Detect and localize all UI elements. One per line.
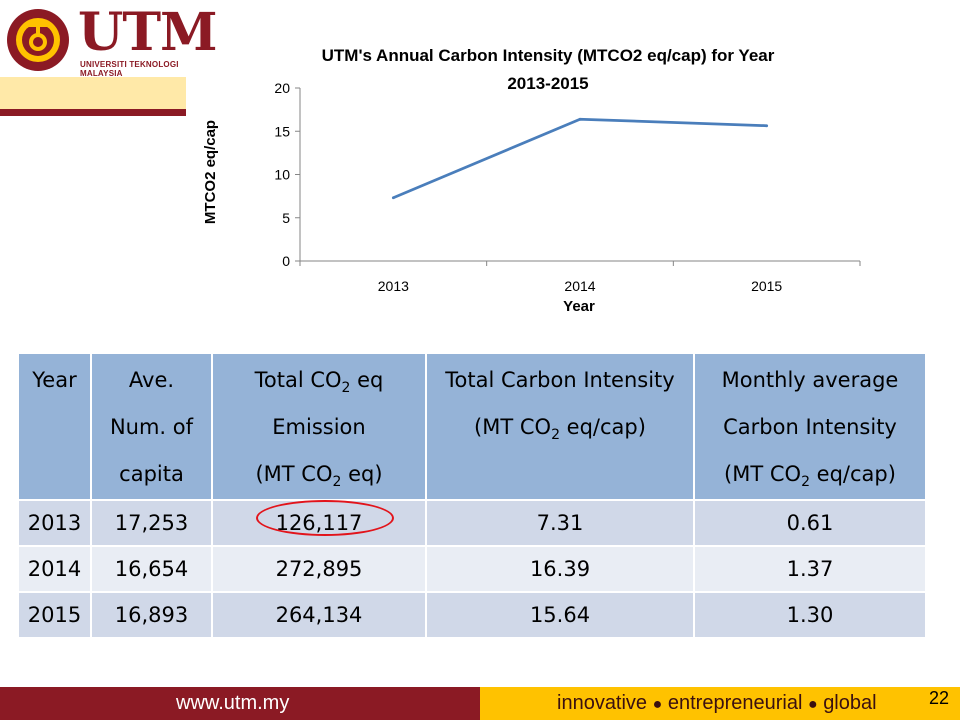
header-band-yellow [0, 77, 186, 109]
y-tick-label: 20 [274, 80, 290, 96]
series-line [392, 117, 767, 200]
tagline-entrepreneurial: entrepreneurial [667, 692, 803, 714]
cell-monthly: 1.37 [693, 545, 927, 593]
cell-emission: 264,134 [211, 591, 427, 639]
table-row: 2013 17,253 126,117 7.31 0.61 [17, 499, 927, 547]
chart-title-line1: UTM's Annual Carbon Intensity (MTCO2 eq/… [322, 46, 775, 65]
x-tick-label: 2015 [751, 278, 782, 294]
carbon-intensity-chart: UTM's Annual Carbon Intensity (MTCO2 eq/… [202, 46, 861, 315]
footer-url: www.utm.my [176, 692, 290, 714]
data-point [391, 196, 395, 200]
plot-area: 0 5 10 15 20 2013 2014 2015 [274, 80, 861, 294]
footer-band-left [0, 687, 480, 720]
carbon-data-table: Year Ave. Num. of capita Total CO2 eq Em… [17, 352, 927, 639]
y-tick-label: 15 [274, 123, 290, 139]
cell-capita: 16,654 [90, 545, 213, 593]
table-row: 2015 16,893 264,134 15.64 1.30 [17, 591, 927, 639]
x-axis-label: Year [563, 298, 595, 315]
cell-emission: 272,895 [211, 545, 427, 593]
x-tick-label: 2013 [378, 278, 409, 294]
tagline-innovative: innovative [557, 692, 648, 714]
footer-tagline: innovative ● entrepreneurial ● global [557, 692, 877, 715]
cell-intensity: 16.39 [425, 545, 695, 593]
header-emission: Total CO2 eq Emission (MT CO2 eq) [211, 352, 427, 501]
y-tick-label: 5 [282, 210, 290, 226]
data-point [578, 117, 582, 121]
y-axis-label: MTCO2 eq/cap [202, 120, 219, 224]
bullet-icon: ● [652, 696, 663, 713]
header-year: Year [17, 352, 92, 501]
page-number: 22 [929, 688, 950, 708]
cell-year: 2013 [17, 499, 92, 547]
table-header-row: Year Ave. Num. of capita Total CO2 eq Em… [17, 352, 927, 501]
cell-capita: 16,893 [90, 591, 213, 639]
highlight-circle [256, 500, 394, 536]
cell-monthly: 1.30 [693, 591, 927, 639]
bullet-icon: ● [807, 696, 818, 713]
cell-intensity: 15.64 [425, 591, 695, 639]
data-point [765, 124, 769, 128]
header-monthly-intensity: Monthly average Carbon Intensity (MT CO2… [693, 352, 927, 501]
footer-band-right [480, 687, 960, 720]
utm-subtitle: UNIVERSITI TEKNOLOGI MALAYSIA [80, 60, 179, 78]
utm-logo: UTM UNIVERSITI TEKNOLOGI MALAYSIA [6, 2, 218, 78]
y-tick-label: 10 [274, 167, 290, 183]
cell-year: 2014 [17, 545, 92, 593]
x-tick-label: 2014 [564, 278, 595, 294]
table-row: 2014 16,654 272,895 16.39 1.37 [17, 545, 927, 593]
header-band-maroon [0, 109, 186, 116]
utm-seal-icon [7, 9, 69, 71]
tagline-global: global [823, 692, 877, 714]
cell-intensity: 7.31 [425, 499, 695, 547]
chart-title-line2: 2013-2015 [507, 74, 588, 93]
cell-capita: 17,253 [90, 499, 213, 547]
cell-monthly: 0.61 [693, 499, 927, 547]
y-tick-label: 0 [282, 253, 290, 269]
cell-year: 2015 [17, 591, 92, 639]
header-capita: Ave. Num. of capita [90, 352, 213, 501]
header-carbon-intensity: Total Carbon Intensity (MT CO2 eq/cap) [425, 352, 695, 501]
utm-wordmark: UTM [78, 2, 218, 63]
